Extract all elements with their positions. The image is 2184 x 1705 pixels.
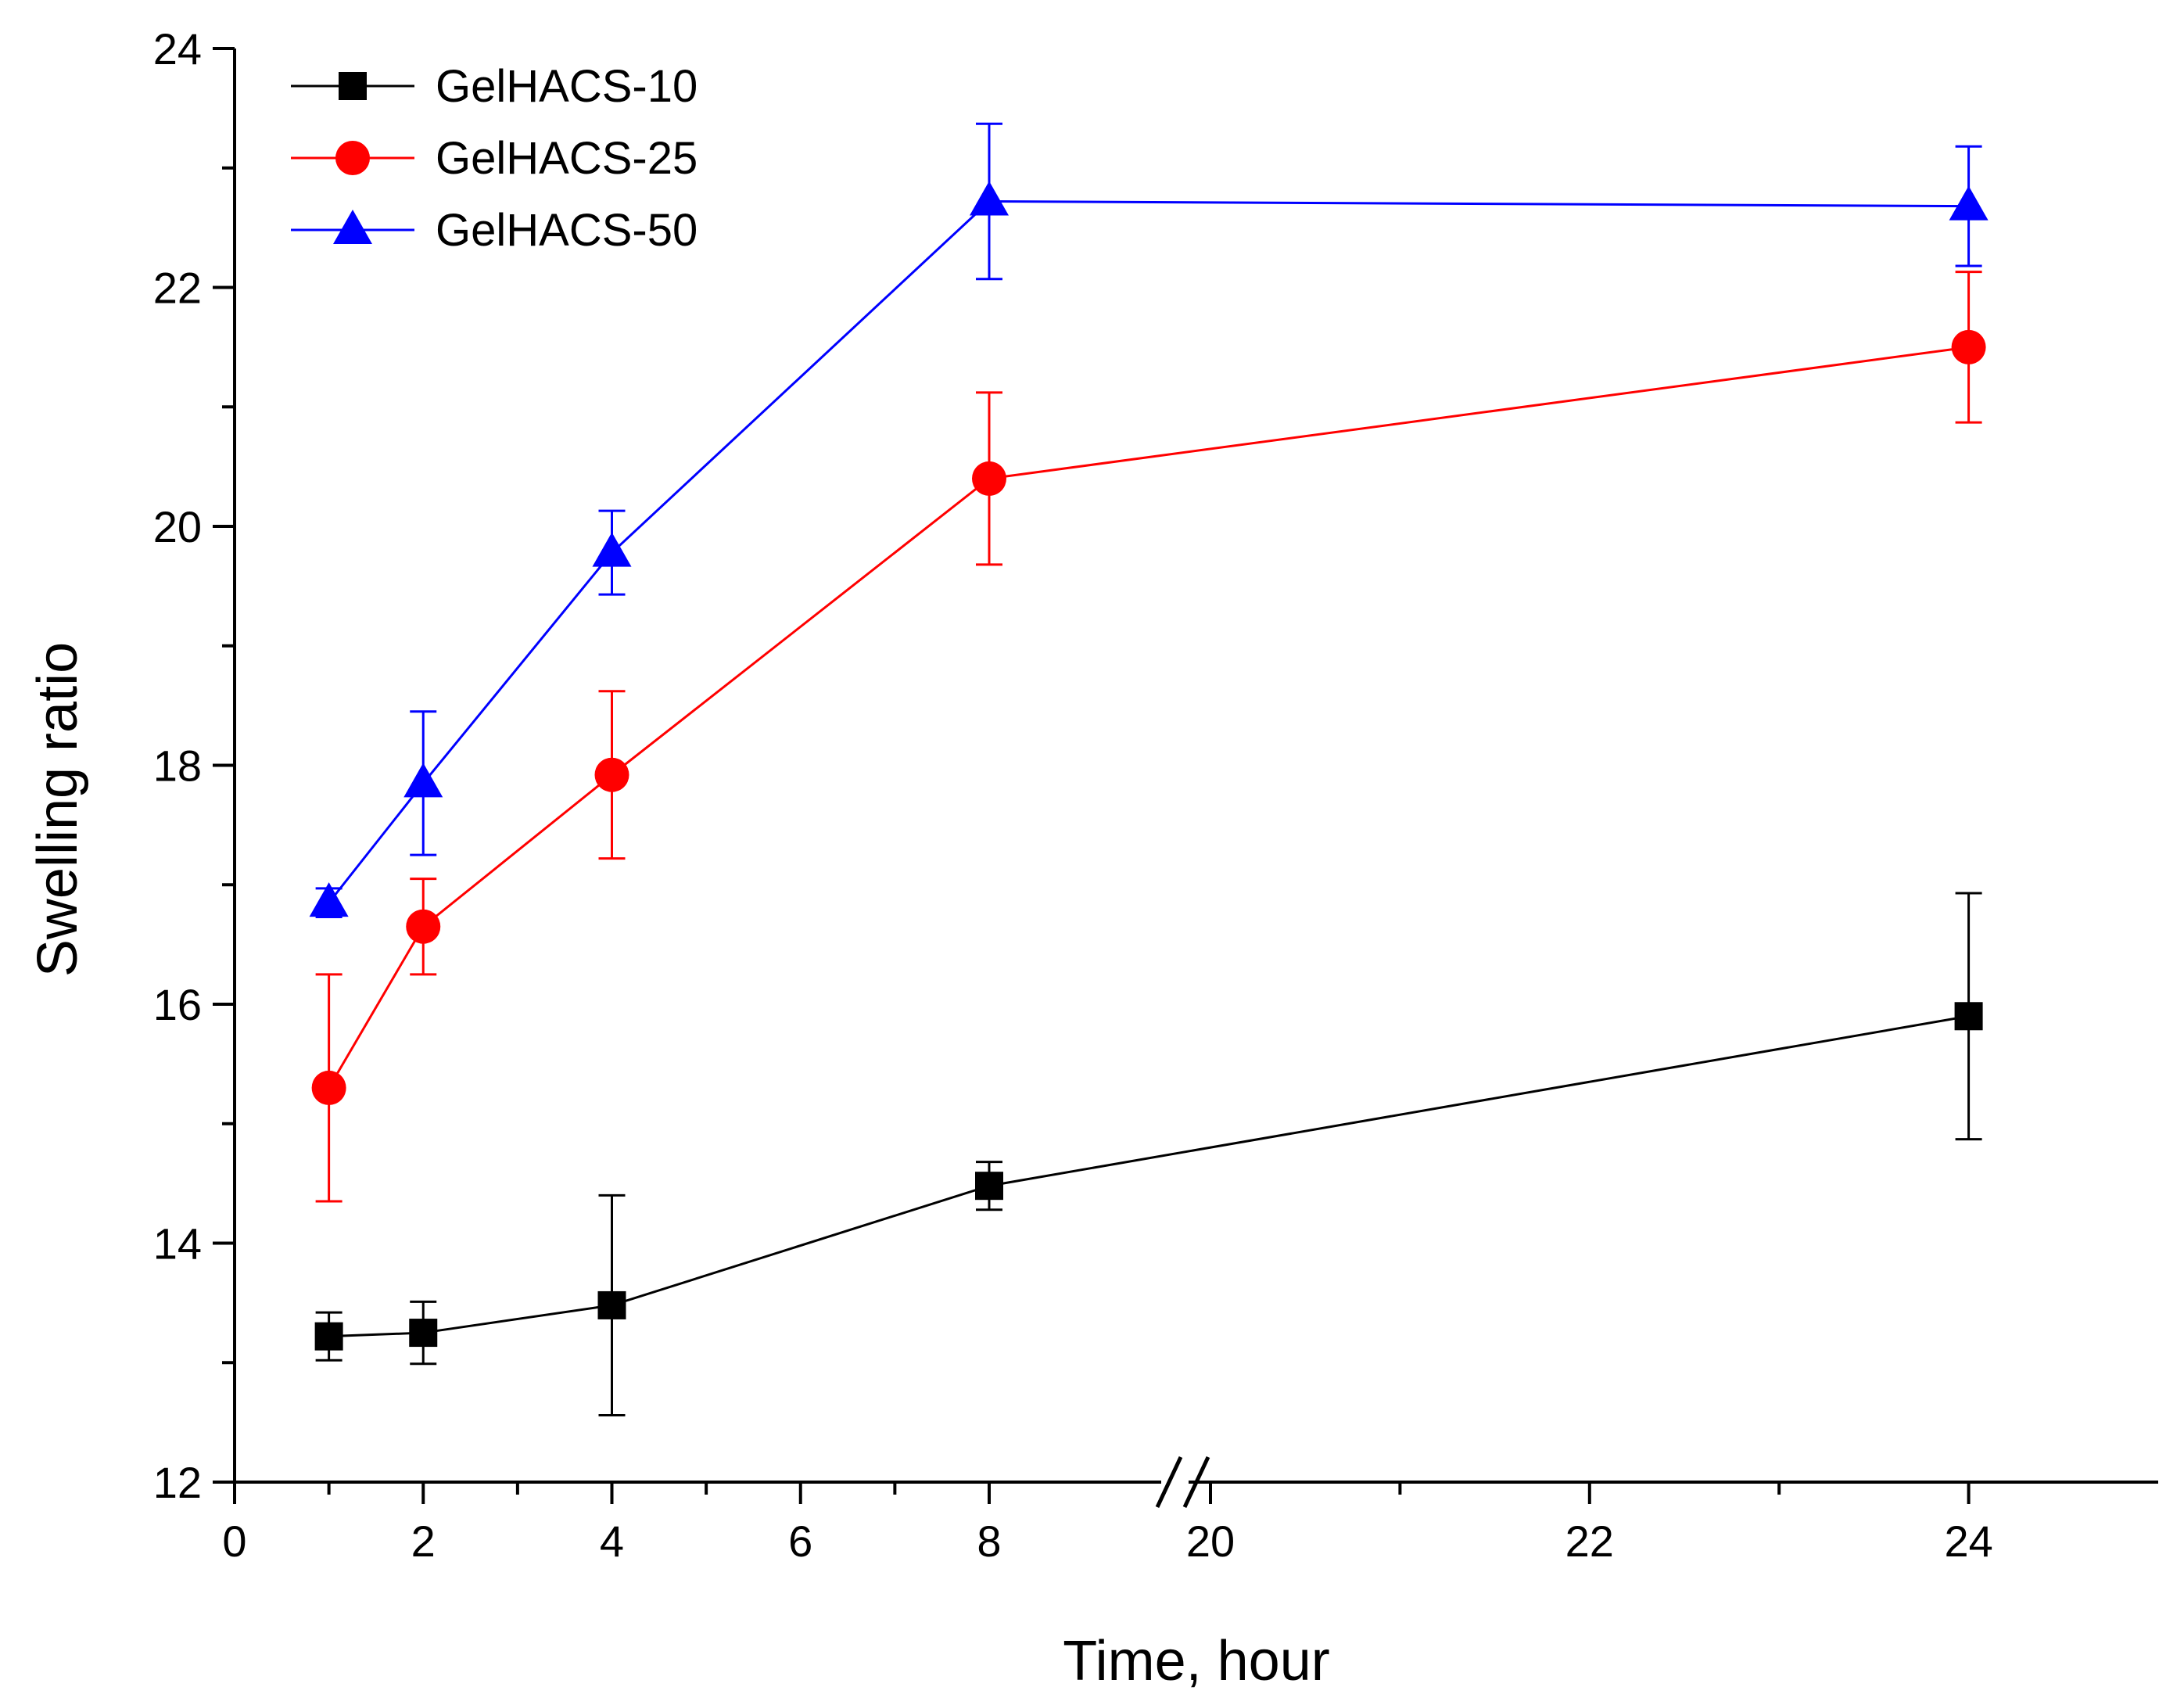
x-tick-label: 20 xyxy=(1186,1517,1235,1566)
y-tick-label: 14 xyxy=(153,1219,202,1269)
x-tick-label: 0 xyxy=(222,1517,246,1566)
y-tick-label: 16 xyxy=(153,980,202,1029)
y-tick-label: 22 xyxy=(153,264,202,313)
y-tick-label: 12 xyxy=(153,1458,202,1507)
plot-area xyxy=(309,122,1989,1416)
data-point xyxy=(1954,1002,1983,1031)
legend-marker xyxy=(333,210,372,244)
series-line xyxy=(328,200,1969,904)
legend-label: GelHACS-50 xyxy=(436,205,698,256)
legend-marker xyxy=(339,72,367,100)
series-line xyxy=(328,346,1969,1089)
legend: GelHACS-10 GelHACS-25 GelHACS-50 xyxy=(291,61,698,256)
legend-label: GelHACS-25 xyxy=(436,133,698,184)
y-tick-label: 18 xyxy=(153,741,202,791)
data-point xyxy=(1949,185,1989,221)
axis-break-mark xyxy=(1182,1456,1210,1509)
data-point xyxy=(409,1319,438,1348)
x-tick-label: 4 xyxy=(600,1517,624,1566)
data-point xyxy=(314,1322,343,1351)
data-point xyxy=(597,1290,626,1319)
data-point xyxy=(309,882,349,917)
axis-break-mark xyxy=(1155,1456,1183,1509)
data-point xyxy=(975,1172,1003,1201)
data-point xyxy=(406,909,441,944)
series-line xyxy=(328,1014,1969,1338)
x-axis-title: Time, hour xyxy=(1063,1630,1329,1692)
data-point xyxy=(403,763,443,798)
x-tick-label: 2 xyxy=(411,1517,436,1566)
x-tick-label: 8 xyxy=(977,1517,1001,1566)
data-point xyxy=(972,461,1006,496)
x-tick-label: 6 xyxy=(788,1517,812,1566)
x-tick-label: 22 xyxy=(1565,1517,1614,1566)
y-tick-label: 24 xyxy=(153,24,202,74)
y-tick-label: 20 xyxy=(153,502,202,551)
y-axis-title: Swelling ratio xyxy=(27,642,89,977)
legend-marker xyxy=(335,141,370,175)
data-point xyxy=(592,532,632,567)
x-tick-label: 24 xyxy=(1944,1517,1992,1566)
data-point xyxy=(594,757,629,792)
legend-label: GelHACS-10 xyxy=(436,61,698,112)
data-point xyxy=(970,181,1009,216)
data-point xyxy=(311,1070,346,1105)
data-point xyxy=(1951,329,1986,364)
